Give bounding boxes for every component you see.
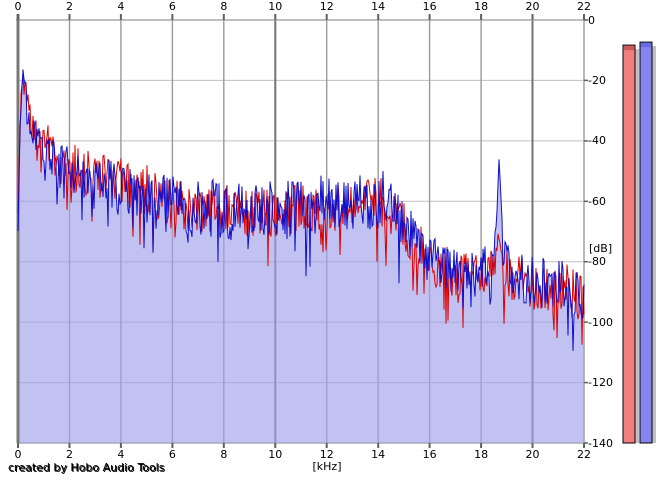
y-tick-label--100: -100 xyxy=(588,315,613,329)
x-tick-label-top-16: 16 xyxy=(422,0,437,13)
x-tick-label-top-20: 20 xyxy=(525,0,540,13)
x-tick-label-bottom-10: 10 xyxy=(268,448,283,461)
x-tick-label-bottom-18: 18 xyxy=(474,448,489,461)
y-tick-label--60: -60 xyxy=(588,194,606,208)
x-tick-label-top-10: 10 xyxy=(268,0,283,13)
x-tick-label-bottom-14: 14 xyxy=(371,448,386,461)
x-axis-unit-label: [kHz] xyxy=(312,460,342,473)
x-tick-label-top-8: 8 xyxy=(220,0,228,13)
y-tick-label--20: -20 xyxy=(588,73,606,87)
credit-text-print-1: created by Hobo Audio Tools xyxy=(8,461,165,474)
y-tick-label--140: -140 xyxy=(588,436,613,450)
y-tick-label-0: 0 xyxy=(588,13,595,27)
x-tick-label-top-22: 22 xyxy=(577,0,591,13)
x-tick-label-bottom-20: 20 xyxy=(525,448,540,461)
x-tick-label-bottom-6: 6 xyxy=(168,448,176,461)
x-tick-label-bottom-22: 22 xyxy=(577,448,591,461)
x-tick-label-top-6: 6 xyxy=(168,0,176,13)
credit-text-print-2: created by Hobo Audio Tools xyxy=(9,461,166,475)
x-tick-label-top-12: 12 xyxy=(319,0,334,13)
y-axis-unit-label: [dB] xyxy=(589,242,613,255)
x-tick-label-top-14: 14 xyxy=(371,0,386,13)
blue-meter-peak-cap xyxy=(641,43,651,48)
x-tick-label-bottom-2: 2 xyxy=(65,448,73,461)
red-meter-peak-cap xyxy=(624,46,634,51)
x-tick-label-bottom-16: 16 xyxy=(422,448,437,461)
blue-meter-bar xyxy=(639,41,653,444)
x-tick-label-bottom-0: 0 xyxy=(14,448,22,461)
x-tick-label-top-4: 4 xyxy=(117,0,125,13)
blue-trace xyxy=(17,69,585,352)
y-tick-label--80: -80 xyxy=(588,255,606,269)
blue-area-fill xyxy=(18,69,584,443)
y-tick-label--120: -120 xyxy=(588,376,613,390)
x-tick-label-bottom-4: 4 xyxy=(117,448,125,461)
x-tick-label-top-18: 18 xyxy=(474,0,489,13)
y-tick-label--40: -40 xyxy=(588,134,606,148)
x-tick-label-bottom-12: 12 xyxy=(319,448,334,461)
x-tick-label-top-0: 0 xyxy=(14,0,22,13)
red-meter-bar xyxy=(622,44,636,444)
x-tick-label-bottom-8: 8 xyxy=(220,448,228,461)
x-tick-label-top-2: 2 xyxy=(65,0,73,13)
